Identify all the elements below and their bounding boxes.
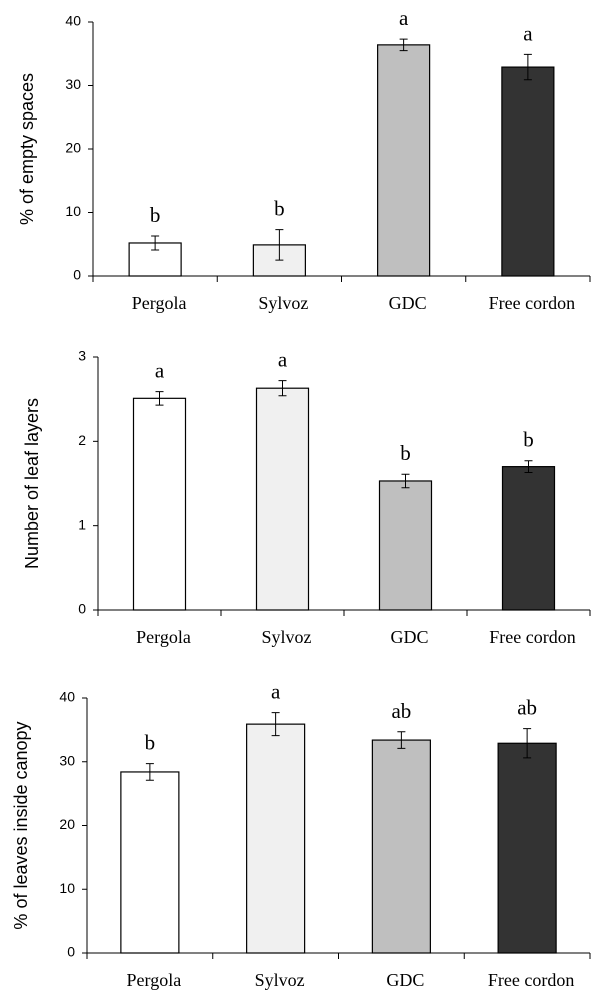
y-tick-label: 30 bbox=[65, 76, 81, 92]
y-tick-label: 20 bbox=[65, 140, 81, 156]
error-bar bbox=[151, 235, 160, 251]
x-tick-label: Sylvoz bbox=[255, 970, 305, 990]
bar bbox=[120, 771, 180, 954]
significance-letter: ab bbox=[517, 696, 537, 720]
x-tick-label: Pergola bbox=[136, 627, 191, 647]
significance-letter: ab bbox=[391, 699, 411, 723]
error-bar bbox=[145, 763, 154, 781]
x-tick-label: Sylvoz bbox=[261, 627, 311, 647]
error-bar bbox=[275, 229, 284, 261]
y-tick-label: 0 bbox=[67, 944, 75, 960]
x-tick-label: Sylvoz bbox=[258, 293, 308, 313]
bar bbox=[246, 723, 306, 954]
error-bar bbox=[271, 712, 280, 737]
x-tick-label: Free cordon bbox=[489, 627, 575, 647]
error-bar bbox=[397, 731, 406, 749]
y-tick-label: 0 bbox=[73, 267, 81, 283]
error-bar bbox=[523, 728, 532, 759]
x-tick-label: Free cordon bbox=[488, 970, 574, 990]
x-tick-label: GDC bbox=[386, 970, 424, 990]
x-tick-label: Pergola bbox=[132, 293, 187, 313]
bar bbox=[501, 466, 556, 611]
significance-letter: a bbox=[278, 348, 288, 372]
bar bbox=[377, 44, 431, 277]
y-tick-label: 1 bbox=[78, 516, 86, 532]
significance-letter: a bbox=[399, 6, 409, 30]
bar bbox=[497, 742, 557, 954]
y-tick-label: 30 bbox=[59, 752, 75, 768]
error-bar bbox=[278, 380, 287, 397]
significance-letter: b bbox=[150, 203, 161, 227]
y-tick-label: 40 bbox=[59, 689, 75, 705]
y-tick-label: 0 bbox=[78, 601, 86, 617]
x-tick-label: Free cordon bbox=[489, 293, 575, 313]
error-bar bbox=[399, 38, 408, 52]
bar bbox=[501, 66, 555, 277]
error-bar bbox=[523, 53, 532, 81]
significance-letter: a bbox=[523, 21, 533, 45]
bar bbox=[132, 397, 187, 611]
error-bar bbox=[524, 460, 533, 474]
y-tick-label: 20 bbox=[59, 816, 75, 832]
y-axis-label: Number of leaf layers bbox=[22, 398, 42, 569]
significance-letter: a bbox=[271, 680, 281, 704]
x-tick-label: Pergola bbox=[127, 970, 182, 990]
bar bbox=[378, 480, 433, 611]
x-tick-label: GDC bbox=[390, 627, 428, 647]
y-axis-label: % of empty spaces bbox=[17, 73, 37, 225]
significance-letter: b bbox=[145, 731, 156, 755]
error-bar bbox=[401, 473, 410, 489]
significance-letter: b bbox=[274, 197, 285, 221]
bar bbox=[255, 387, 310, 611]
significance-letter: b bbox=[400, 441, 411, 465]
y-tick-label: 40 bbox=[65, 13, 81, 29]
y-axis-label: % of leaves inside canopy bbox=[11, 721, 31, 929]
x-tick-label: GDC bbox=[389, 293, 427, 313]
significance-letter: a bbox=[155, 359, 165, 383]
bar bbox=[371, 739, 431, 954]
y-tick-label: 3 bbox=[78, 348, 86, 364]
y-tick-label: 2 bbox=[78, 432, 86, 448]
significance-letter: b bbox=[523, 428, 534, 452]
y-tick-label: 10 bbox=[65, 203, 81, 219]
error-bar bbox=[155, 391, 164, 406]
y-tick-label: 10 bbox=[59, 880, 75, 896]
